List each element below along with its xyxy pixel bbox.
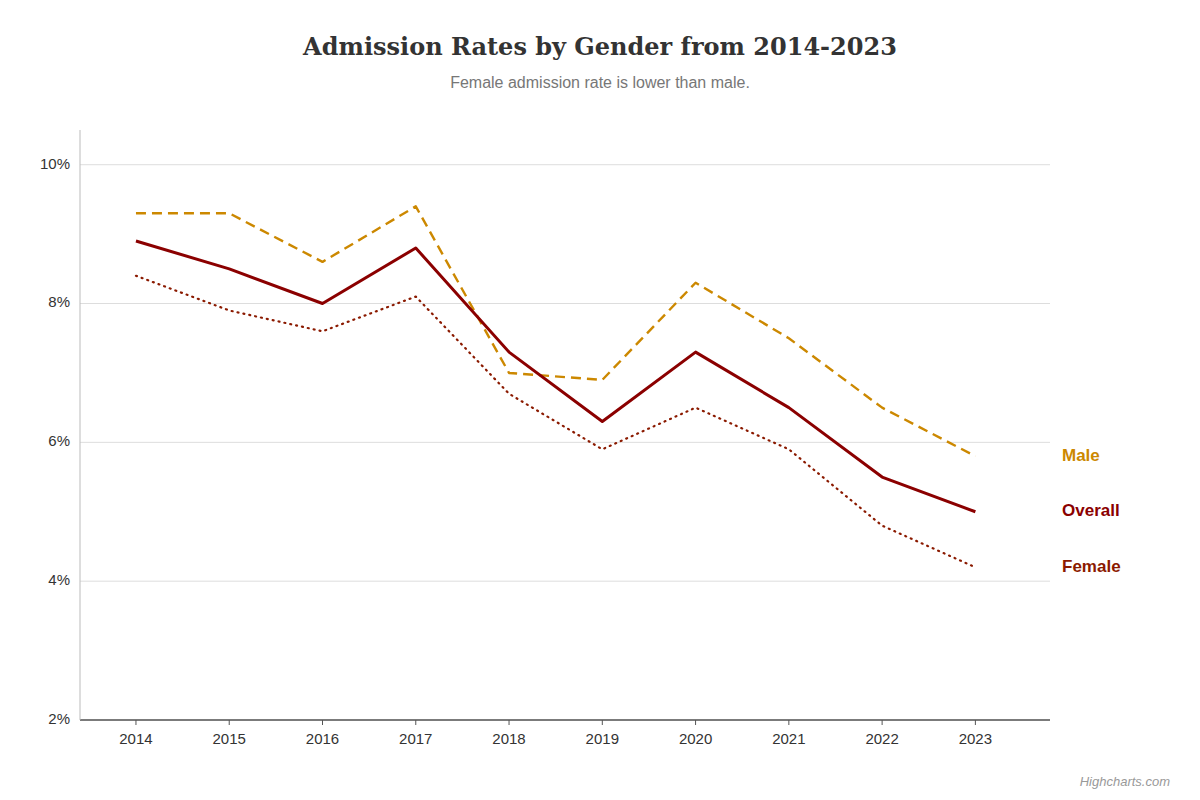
x-axis-line	[80, 719, 1050, 721]
x-tick	[135, 720, 136, 725]
series-line	[136, 206, 975, 456]
grid-line	[80, 442, 1050, 443]
x-tick-label: 2014	[119, 730, 152, 747]
x-tick	[415, 720, 416, 725]
annotation: Highcharts.com	[1080, 774, 1170, 789]
x-tick	[975, 720, 976, 725]
grid-line	[80, 303, 1050, 304]
subtitle: Female admission rate is lower than male…	[450, 74, 750, 91]
x-tick	[788, 720, 789, 725]
x-tick-label: 2023	[959, 730, 992, 747]
x-tick-label: 2015	[213, 730, 246, 747]
x-tick	[602, 720, 603, 725]
y-tick-label: 10%	[40, 155, 70, 172]
x-tick	[509, 720, 510, 725]
x-tick-label: 2018	[492, 730, 525, 747]
series-label: Female	[1062, 557, 1121, 576]
series-label: Overall	[1062, 501, 1120, 520]
x-tick	[229, 720, 230, 725]
x-tick-label: 2020	[679, 730, 712, 747]
plot-area	[136, 206, 975, 567]
series-label: Male	[1062, 446, 1100, 465]
chart: Admission Rates by Gender from 2014-2023…	[0, 0, 1200, 800]
grid	[80, 165, 1050, 720]
x-tick	[695, 720, 696, 725]
y-tick-label: 2%	[48, 710, 70, 727]
x-tick	[882, 720, 883, 725]
y-tick-label: 4%	[48, 571, 70, 588]
y-tick-label: 6%	[48, 432, 70, 449]
series-line	[136, 241, 975, 512]
y-tick-label: 8%	[48, 293, 70, 310]
x-tick-label: 2017	[399, 730, 432, 747]
series-line	[136, 276, 975, 568]
x-tick-label: 2016	[306, 730, 339, 747]
x-tick-label: 2019	[586, 730, 619, 747]
grid-line	[80, 581, 1050, 582]
title: Admission Rates by Gender from 2014-2023	[302, 32, 897, 61]
x-tick-label: 2021	[772, 730, 805, 747]
grid-line	[80, 720, 1050, 721]
x-tick-label: 2022	[865, 730, 898, 747]
y-axis-line	[80, 130, 81, 720]
grid-line	[80, 164, 1050, 165]
x-tick	[322, 720, 323, 725]
